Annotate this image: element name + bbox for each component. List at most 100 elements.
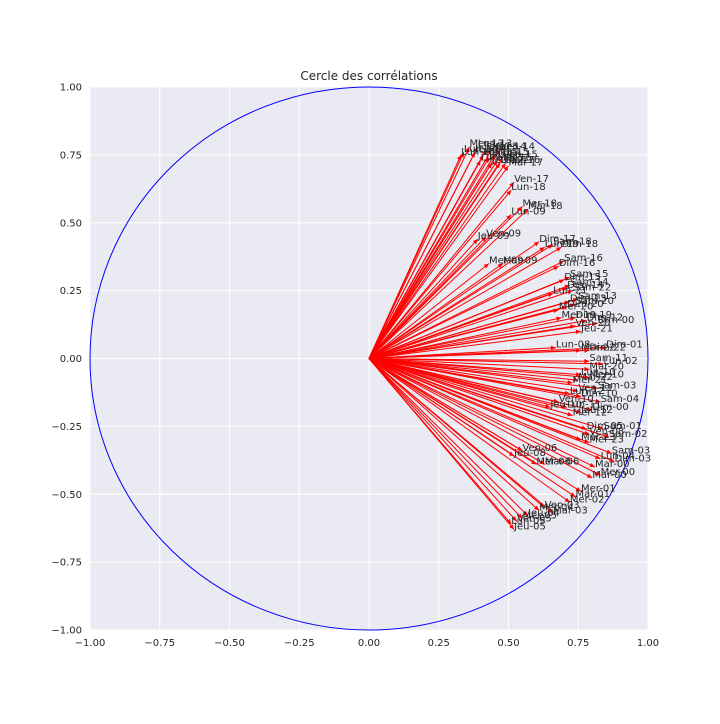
vector-label: Dim-05 xyxy=(587,421,624,432)
vector-arrow xyxy=(368,358,529,517)
vector-label: Mer-16 xyxy=(497,152,532,163)
vector-arrowhead xyxy=(595,398,601,404)
vector-arrow xyxy=(368,181,515,359)
vector-arrow xyxy=(368,358,598,389)
vector-label: Dim-10 xyxy=(581,389,618,400)
vector-arrowhead xyxy=(561,404,568,409)
vector-arrowhead xyxy=(533,241,540,247)
vector-label: Jeu-10 xyxy=(549,399,582,410)
vector-arrowhead xyxy=(470,152,476,158)
vector-label: Dim-13 xyxy=(570,293,607,304)
grid-lines xyxy=(89,86,649,631)
vector-label: Mer-01 xyxy=(581,484,616,495)
vector-arrowhead xyxy=(522,510,529,516)
vector-arrowhead xyxy=(598,361,604,367)
x-tick-label: 0.25 xyxy=(428,638,450,649)
vector-arrow xyxy=(368,358,601,476)
vector-label: Ven-11 xyxy=(578,383,613,394)
vector-arrowhead xyxy=(457,154,462,161)
vector-arrowhead xyxy=(581,319,587,324)
vector-label: Dim-01 xyxy=(606,340,643,351)
vector-arrowhead xyxy=(459,152,464,158)
vector-labels: Mer-13Lun-13Jeu-13Mar-14Ven-14Lun-14Jeu-… xyxy=(461,139,651,533)
vector-label: Mer-18 xyxy=(522,198,557,209)
vector-arrowhead xyxy=(606,449,612,454)
vector-arrowhead xyxy=(550,345,556,351)
vector-arrowhead xyxy=(544,403,551,409)
vector-label: Lun-09 xyxy=(511,207,545,218)
vector-label: Sam-01 xyxy=(603,421,642,432)
vector-arrow xyxy=(368,358,596,468)
vector-label: Dim-19 xyxy=(575,310,612,321)
y-tick-label: 0.75 xyxy=(60,150,82,161)
vector-arrow xyxy=(368,358,571,503)
vector-arrowhead xyxy=(584,366,590,372)
vector-label: Lun-17 xyxy=(500,155,534,166)
vector-arrow xyxy=(368,290,573,359)
vector-label: Lun-05 xyxy=(511,516,545,527)
vector-arrowhead xyxy=(575,487,582,492)
vector-arrowhead xyxy=(506,214,512,220)
vector-arrowhead xyxy=(547,508,554,514)
vector-arrowhead xyxy=(479,154,484,161)
vector-label: Sam-02 xyxy=(609,429,648,440)
vector-label: Mer-00 xyxy=(601,467,636,478)
vector-arrow xyxy=(368,358,615,463)
y-tick-label: 0.25 xyxy=(60,286,82,297)
vector-label: Dim-22 xyxy=(589,342,626,353)
vector-label: Ven-17 xyxy=(514,174,549,185)
vector-arrowhead xyxy=(473,146,478,153)
vector-arrowhead xyxy=(481,236,487,242)
vector-arrowhead xyxy=(495,149,501,155)
vector-arrow xyxy=(368,358,590,379)
vector-arrowhead xyxy=(501,163,506,169)
vector-label: Lun-14 xyxy=(464,144,498,155)
vector-arrow xyxy=(368,358,515,530)
y-tick-label: −0.75 xyxy=(51,558,82,569)
vector-label: Mer-05 xyxy=(522,511,557,522)
x-tick-label: −0.25 xyxy=(284,638,315,649)
vector-label: Dim-00 xyxy=(598,315,635,326)
y-tick-label: 0.00 xyxy=(60,354,82,365)
vector-arrowhead xyxy=(483,263,489,269)
vector-arrowhead xyxy=(539,247,545,252)
vector-arrow xyxy=(368,358,612,454)
vector-label: Dim-15 xyxy=(564,272,601,283)
vector-label: Jeu-04 xyxy=(527,508,560,519)
vector-arrowhead xyxy=(509,182,515,188)
vector-arrowhead xyxy=(561,287,568,292)
vector-label: Mar-00 xyxy=(595,459,630,470)
vector-arrowhead xyxy=(564,276,570,281)
vector-arrow xyxy=(368,358,590,370)
vector-label: Mer-15 xyxy=(483,147,518,158)
vector-label: Jeu-21 xyxy=(580,323,613,334)
vector-arrow xyxy=(368,157,490,359)
vector-label: Lun-10 xyxy=(581,367,615,378)
vector-label: Lun-21 xyxy=(553,285,587,296)
vector-arrowhead xyxy=(583,438,590,443)
vector-arrow xyxy=(368,358,546,465)
vector-label: Mer-06 xyxy=(536,456,571,467)
vector-arrowhead xyxy=(603,433,609,438)
vector-arrow xyxy=(368,349,582,359)
vector-label: Sam-20 xyxy=(575,296,614,307)
vector-label: Sam-11 xyxy=(589,353,628,364)
vector-arrow xyxy=(368,317,576,359)
x-tick-label: 0.75 xyxy=(567,638,589,649)
vector-arrowhead xyxy=(558,279,565,284)
vector-arrowhead xyxy=(476,160,481,166)
vector-arrowhead xyxy=(575,393,582,398)
vector-arrowhead xyxy=(492,160,498,166)
vector-label: Mar-03 xyxy=(553,505,588,516)
vector-arrowhead xyxy=(539,459,545,465)
vector-arrow xyxy=(368,160,482,359)
vector-label: Ven-08 xyxy=(589,427,624,438)
vector-arrowhead xyxy=(567,380,573,385)
vector-arrowhead xyxy=(547,244,554,249)
vector-arrowhead xyxy=(567,412,573,417)
vector-arrowhead xyxy=(570,316,576,321)
vector-arrowhead xyxy=(511,516,517,522)
vector-arrowhead xyxy=(570,303,576,308)
vector-label: Lun-12 xyxy=(570,386,604,397)
